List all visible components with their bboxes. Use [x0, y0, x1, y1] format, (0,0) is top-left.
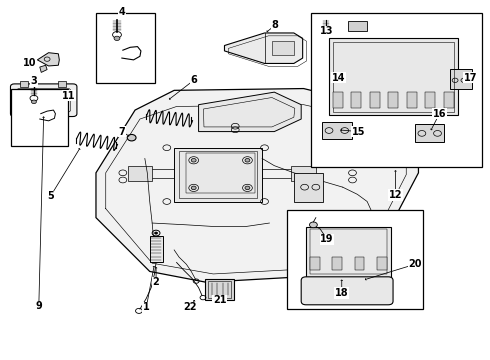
Bar	[58, 81, 66, 87]
Bar	[11, 89, 68, 146]
Bar	[292, 166, 316, 181]
Circle shape	[245, 186, 250, 190]
Circle shape	[127, 134, 136, 141]
Bar	[205, 279, 234, 300]
Bar	[329, 39, 458, 116]
Text: 7: 7	[119, 127, 125, 136]
Circle shape	[191, 186, 196, 190]
Text: 1: 1	[143, 302, 149, 312]
Bar	[287, 211, 423, 309]
Bar	[415, 125, 444, 142]
Text: 18: 18	[335, 288, 348, 298]
Text: 14: 14	[332, 73, 345, 83]
Text: 12: 12	[389, 190, 402, 200]
Bar	[333, 92, 343, 108]
Text: 21: 21	[213, 295, 226, 305]
Bar	[407, 92, 416, 108]
Text: 5: 5	[47, 191, 54, 201]
Text: 20: 20	[408, 259, 422, 269]
Bar	[351, 92, 361, 108]
Bar	[174, 148, 262, 202]
Text: 11: 11	[62, 91, 76, 101]
Bar	[208, 281, 231, 298]
Bar	[444, 92, 454, 108]
Text: 8: 8	[272, 20, 279, 30]
Polygon shape	[96, 89, 418, 282]
Polygon shape	[37, 53, 59, 66]
Circle shape	[310, 222, 318, 228]
Polygon shape	[40, 65, 47, 72]
Circle shape	[191, 158, 196, 162]
Bar	[311, 13, 482, 167]
Bar	[186, 153, 255, 193]
Text: 19: 19	[320, 234, 334, 244]
Text: 2: 2	[153, 277, 159, 287]
Text: 9: 9	[35, 301, 42, 311]
Bar	[179, 151, 257, 198]
Circle shape	[155, 232, 158, 234]
Polygon shape	[198, 92, 301, 132]
Circle shape	[245, 158, 250, 162]
Text: 13: 13	[320, 26, 334, 36]
Bar	[310, 257, 320, 270]
Text: 6: 6	[190, 75, 197, 85]
Polygon shape	[224, 33, 303, 63]
Bar	[332, 257, 342, 270]
Bar	[347, 22, 367, 31]
FancyBboxPatch shape	[301, 277, 393, 305]
Bar	[294, 173, 323, 202]
Text: 16: 16	[433, 109, 446, 119]
Bar	[450, 69, 472, 89]
Bar	[377, 257, 387, 270]
Text: 17: 17	[464, 73, 477, 83]
Circle shape	[31, 100, 36, 104]
Bar	[355, 257, 365, 270]
Bar	[310, 229, 387, 274]
Bar	[272, 41, 294, 55]
FancyBboxPatch shape	[10, 84, 77, 117]
Bar	[370, 92, 380, 108]
Bar	[128, 166, 152, 181]
Text: 22: 22	[184, 302, 197, 312]
Text: 4: 4	[119, 7, 125, 17]
Bar	[150, 235, 163, 262]
Circle shape	[114, 36, 120, 41]
Bar	[20, 81, 27, 87]
Bar	[333, 42, 454, 112]
Text: 10: 10	[23, 58, 37, 68]
Text: 3: 3	[30, 76, 37, 86]
Bar	[306, 226, 391, 277]
Bar	[96, 13, 155, 83]
Bar	[389, 92, 398, 108]
Text: 15: 15	[352, 127, 365, 136]
Bar	[322, 122, 351, 139]
Bar	[425, 92, 435, 108]
